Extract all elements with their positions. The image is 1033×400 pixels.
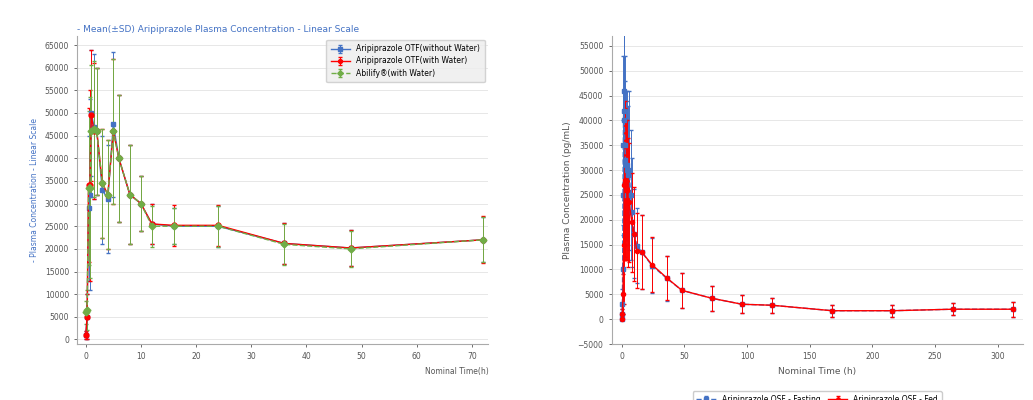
Y-axis label: - Plasma Concentration - Linear Scale: - Plasma Concentration - Linear Scale bbox=[30, 118, 39, 262]
X-axis label: Nominal Time (h): Nominal Time (h) bbox=[778, 367, 856, 376]
X-axis label: Nominal Time(h): Nominal Time(h) bbox=[425, 367, 489, 376]
Text: - Mean(±SD) Aripiprazole Plasma Concentration - Linear Scale: - Mean(±SD) Aripiprazole Plasma Concentr… bbox=[77, 25, 359, 34]
Y-axis label: Plasma Concentration (pg/mL): Plasma Concentration (pg/mL) bbox=[563, 121, 572, 259]
Legend: Aripiprazole OTF(without Water), Aripiprazole OTF(with Water), Abilify®(with Wat: Aripiprazole OTF(without Water), Aripipr… bbox=[326, 40, 484, 82]
Legend: Aripiprazole OSF - Fasting, Aripiprazole OSF - Fed: Aripiprazole OSF - Fasting, Aripiprazole… bbox=[692, 391, 942, 400]
